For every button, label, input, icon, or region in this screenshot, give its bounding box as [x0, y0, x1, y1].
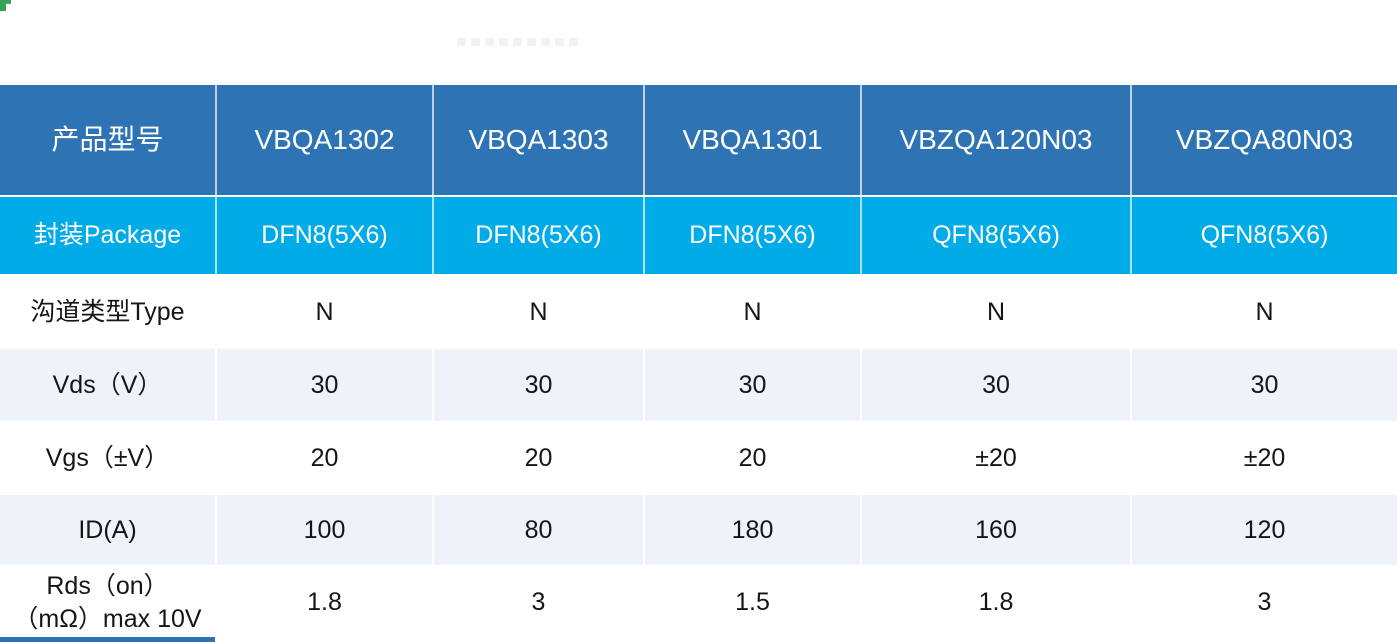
faint-watermark — [457, 38, 581, 46]
cell-value: 3 — [432, 565, 643, 640]
cell-value: 120 — [1130, 495, 1397, 565]
row-label: Vgs（±V） — [0, 421, 215, 495]
cell-value: ±20 — [1130, 421, 1397, 495]
product-spec-table: 产品型号 VBQA1302 VBQA1303 VBQA1301 VBZQA120… — [0, 85, 1397, 640]
row-label: Rds（on） （mΩ）max 10V — [0, 565, 215, 640]
cell-value: QFN8(5X6) — [860, 197, 1130, 274]
cell-value: 80 — [432, 495, 643, 565]
table-header-row: 产品型号 VBQA1302 VBQA1303 VBQA1301 VBZQA120… — [0, 85, 1397, 197]
rds-on-row: Rds（on） （mΩ）max 10V 1.8 3 1.5 1.8 3 — [0, 565, 1397, 640]
cell-value: 1.8 — [215, 565, 432, 640]
header-product-cell: VBQA1303 — [432, 85, 643, 195]
cell-value: 30 — [860, 349, 1130, 421]
header-product-cell: VBQA1302 — [215, 85, 432, 195]
header-product-cell: VBZQA80N03 — [1130, 85, 1397, 195]
cell-value: 160 — [860, 495, 1130, 565]
cell-value: 20 — [643, 421, 860, 495]
cell-value: DFN8(5X6) — [432, 197, 643, 274]
header-label-cell: 产品型号 — [0, 85, 215, 195]
cell-value: 1.5 — [643, 565, 860, 640]
row-label: ID(A) — [0, 495, 215, 565]
row-label: 封装Package — [0, 197, 215, 274]
cell-value: N — [432, 276, 643, 349]
cell-value: 30 — [432, 349, 643, 421]
row-label: 沟道类型Type — [0, 276, 215, 349]
bottom-edge-strip — [0, 637, 215, 642]
cell-value: 30 — [1130, 349, 1397, 421]
cell-value: 20 — [215, 421, 432, 495]
vgs-row: Vgs（±V） 20 20 20 ±20 ±20 — [0, 421, 1397, 495]
cell-value: QFN8(5X6) — [1130, 197, 1397, 274]
vds-row: Vds（V） 30 30 30 30 30 — [0, 349, 1397, 421]
cell-value: ±20 — [860, 421, 1130, 495]
id-row: ID(A) 100 80 180 160 120 — [0, 495, 1397, 565]
channel-type-row: 沟道类型Type N N N N N — [0, 276, 1397, 349]
corner-flag-icon — [0, 0, 11, 11]
header-product-cell: VBZQA120N03 — [860, 85, 1130, 195]
cell-value: DFN8(5X6) — [643, 197, 860, 274]
row-label: Vds（V） — [0, 349, 215, 421]
cell-value: 100 — [215, 495, 432, 565]
cell-value: 20 — [432, 421, 643, 495]
header-product-cell: VBQA1301 — [643, 85, 860, 195]
cell-value: N — [860, 276, 1130, 349]
cell-value: 180 — [643, 495, 860, 565]
cell-value: 30 — [643, 349, 860, 421]
cell-value: 1.8 — [860, 565, 1130, 640]
cell-value: 30 — [215, 349, 432, 421]
cell-value: N — [643, 276, 860, 349]
package-row: 封装Package DFN8(5X6) DFN8(5X6) DFN8(5X6) … — [0, 197, 1397, 276]
cell-value: DFN8(5X6) — [215, 197, 432, 274]
cell-value: N — [215, 276, 432, 349]
cell-value: 3 — [1130, 565, 1397, 640]
cell-value: N — [1130, 276, 1397, 349]
